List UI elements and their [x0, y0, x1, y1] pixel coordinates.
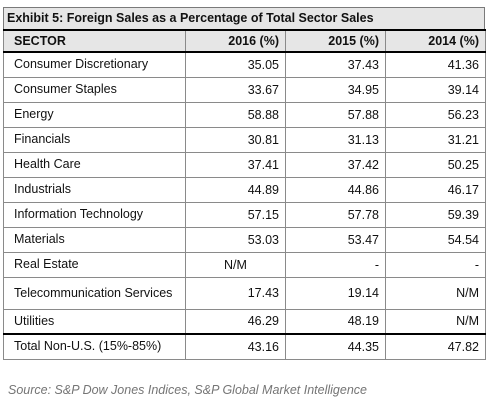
sector-cell: Materials: [3, 226, 186, 253]
sector-cell: Telecommunication Services: [3, 276, 186, 310]
sector-sales-table: SECTOR 2016 (%) 2015 (%) 2014 (%) Consum…: [3, 29, 486, 360]
value-2014: 59.39: [385, 201, 486, 228]
sector-cell: Energy: [3, 101, 186, 128]
value-2015: 53.47: [285, 226, 386, 253]
value-2015: 57.88: [285, 101, 386, 128]
value-2016: 58.88: [185, 101, 286, 128]
sector-cell: Health Care: [3, 151, 186, 178]
value-2016: 35.05: [185, 51, 286, 78]
value-2014: 56.23: [385, 101, 486, 128]
value-2016: N/M: [185, 251, 286, 278]
value-2015: 37.42: [285, 151, 386, 178]
value-2014: 50.25: [385, 151, 486, 178]
sector-cell: Real Estate: [3, 251, 186, 278]
value-2014: 31.21: [385, 126, 486, 153]
header-2015: 2015 (%): [285, 29, 386, 53]
header-row: SECTOR 2016 (%) 2015 (%) 2014 (%): [3, 29, 486, 53]
sector-cell: Total Non-U.S. (15%-85%): [3, 333, 186, 360]
table-row: Utilities 46.29 48.19 N/M: [3, 308, 486, 335]
value-2014: 46.17: [385, 176, 486, 203]
value-2016: 53.03: [185, 226, 286, 253]
value-2015: 44.35: [285, 333, 386, 360]
value-2016: 57.15: [185, 201, 286, 228]
table-row: Industrials 44.89 44.86 46.17: [3, 176, 486, 203]
header-2016: 2016 (%): [185, 29, 286, 53]
value-2015: 48.19: [285, 308, 386, 335]
sector-cell: Consumer Discretionary: [3, 51, 186, 78]
value-2016: 33.67: [185, 76, 286, 103]
sector-cell: Utilities: [3, 308, 186, 335]
value-2016: 46.29: [185, 308, 286, 335]
value-2015: 19.14: [285, 276, 386, 310]
table-row: Financials 30.81 31.13 31.21: [3, 126, 486, 153]
value-2016: 30.81: [185, 126, 286, 153]
table-row: Information Technology 57.15 57.78 59.39: [3, 201, 486, 228]
exhibit-table-container: Exhibit 5: Foreign Sales as a Percentage…: [3, 7, 486, 360]
sector-cell: Financials: [3, 126, 186, 153]
value-2015: 37.43: [285, 51, 386, 78]
table-row: Health Care 37.41 37.42 50.25: [3, 151, 486, 178]
source-note: Source: S&P Dow Jones Indices, S&P Globa…: [8, 383, 367, 397]
table-row: Consumer Discretionary 35.05 37.43 41.36: [3, 51, 486, 78]
sector-cell: Consumer Staples: [3, 76, 186, 103]
exhibit-title: Exhibit 5: Foreign Sales as a Percentage…: [3, 7, 485, 29]
total-row: Total Non-U.S. (15%-85%) 43.16 44.35 47.…: [3, 333, 486, 360]
value-2015: 44.86: [285, 176, 386, 203]
value-2014: -: [385, 251, 486, 278]
value-2015: 57.78: [285, 201, 386, 228]
value-2014: N/M: [385, 276, 486, 310]
value-2014: 41.36: [385, 51, 486, 78]
table-row: Energy 58.88 57.88 56.23: [3, 101, 486, 128]
value-2016: 37.41: [185, 151, 286, 178]
value-2015: 31.13: [285, 126, 386, 153]
value-2014: 39.14: [385, 76, 486, 103]
value-2014: 47.82: [385, 333, 486, 360]
table-row: Materials 53.03 53.47 54.54: [3, 226, 486, 253]
value-2016: 17.43: [185, 276, 286, 310]
header-sector: SECTOR: [3, 29, 186, 53]
header-2014: 2014 (%): [385, 29, 486, 53]
value-2014: N/M: [385, 308, 486, 335]
table-row: Real Estate N/M - -: [3, 251, 486, 278]
value-2015: 34.95: [285, 76, 386, 103]
table-row: Consumer Staples 33.67 34.95 39.14: [3, 76, 486, 103]
sector-cell: Information Technology: [3, 201, 186, 228]
value-2016: 43.16: [185, 333, 286, 360]
value-2015: -: [285, 251, 386, 278]
sector-cell: Industrials: [3, 176, 186, 203]
value-2014: 54.54: [385, 226, 486, 253]
table-row: Telecommunication Services 17.43 19.14 N…: [3, 276, 486, 310]
value-2016: 44.89: [185, 176, 286, 203]
